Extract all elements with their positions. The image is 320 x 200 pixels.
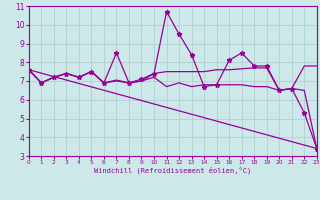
X-axis label: Windchill (Refroidissement éolien,°C): Windchill (Refroidissement éolien,°C)	[94, 167, 252, 174]
